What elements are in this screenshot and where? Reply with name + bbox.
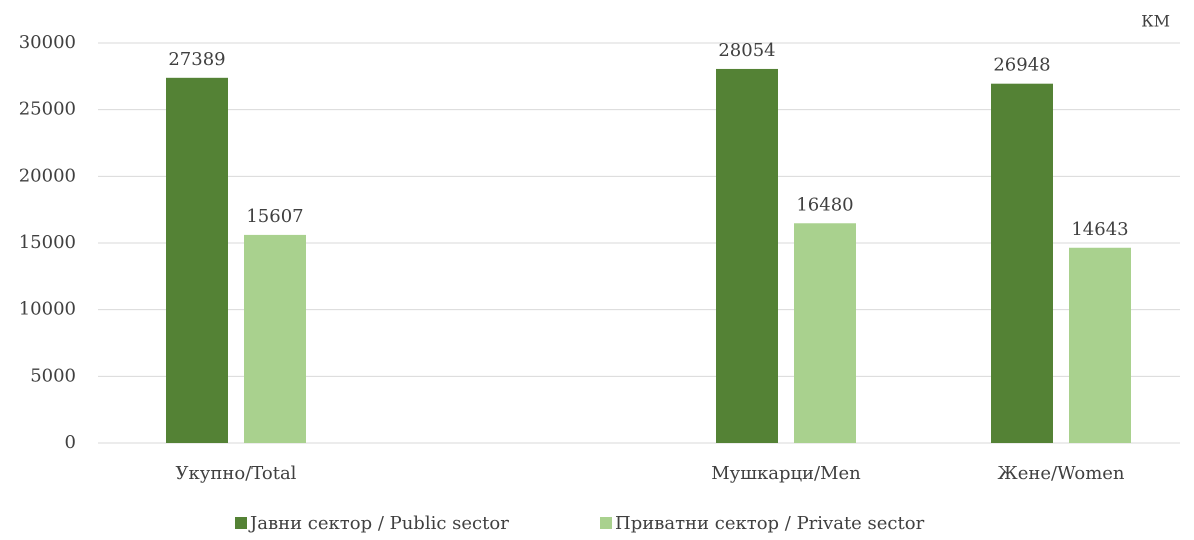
legend-swatch <box>235 517 247 529</box>
bar <box>166 77 228 444</box>
data-label: 26948 <box>993 55 1050 76</box>
x-tick-label: Мушкарци/Men <box>711 463 861 484</box>
y-tick-label: 20000 <box>19 165 76 186</box>
data-label: 14643 <box>1071 219 1128 240</box>
y-tick-label: 0 <box>65 432 76 453</box>
data-label: 28054 <box>718 40 775 61</box>
bar <box>1069 247 1131 443</box>
bar <box>991 83 1053 444</box>
legend-label: Приватни сектор / Private sector <box>615 513 925 534</box>
bar <box>716 68 778 444</box>
data-label: 16480 <box>796 194 853 215</box>
x-tick-label: Укупно/Total <box>176 463 297 484</box>
bar <box>794 223 856 443</box>
y-tick-label: 5000 <box>30 365 76 386</box>
bar <box>244 234 306 443</box>
y-tick-label: 25000 <box>19 99 76 120</box>
legend-label: Јавни сектор / Public sector <box>248 513 509 534</box>
y-tick-label: 30000 <box>19 32 76 53</box>
legend-swatch <box>600 517 612 529</box>
y-tick-label: 10000 <box>19 299 76 320</box>
unit-label: КМ <box>1141 12 1170 31</box>
data-label: 15607 <box>246 206 303 227</box>
y-tick-label: 15000 <box>19 232 76 253</box>
x-tick-label: Жене/Women <box>997 463 1124 484</box>
data-label: 27389 <box>168 49 225 70</box>
